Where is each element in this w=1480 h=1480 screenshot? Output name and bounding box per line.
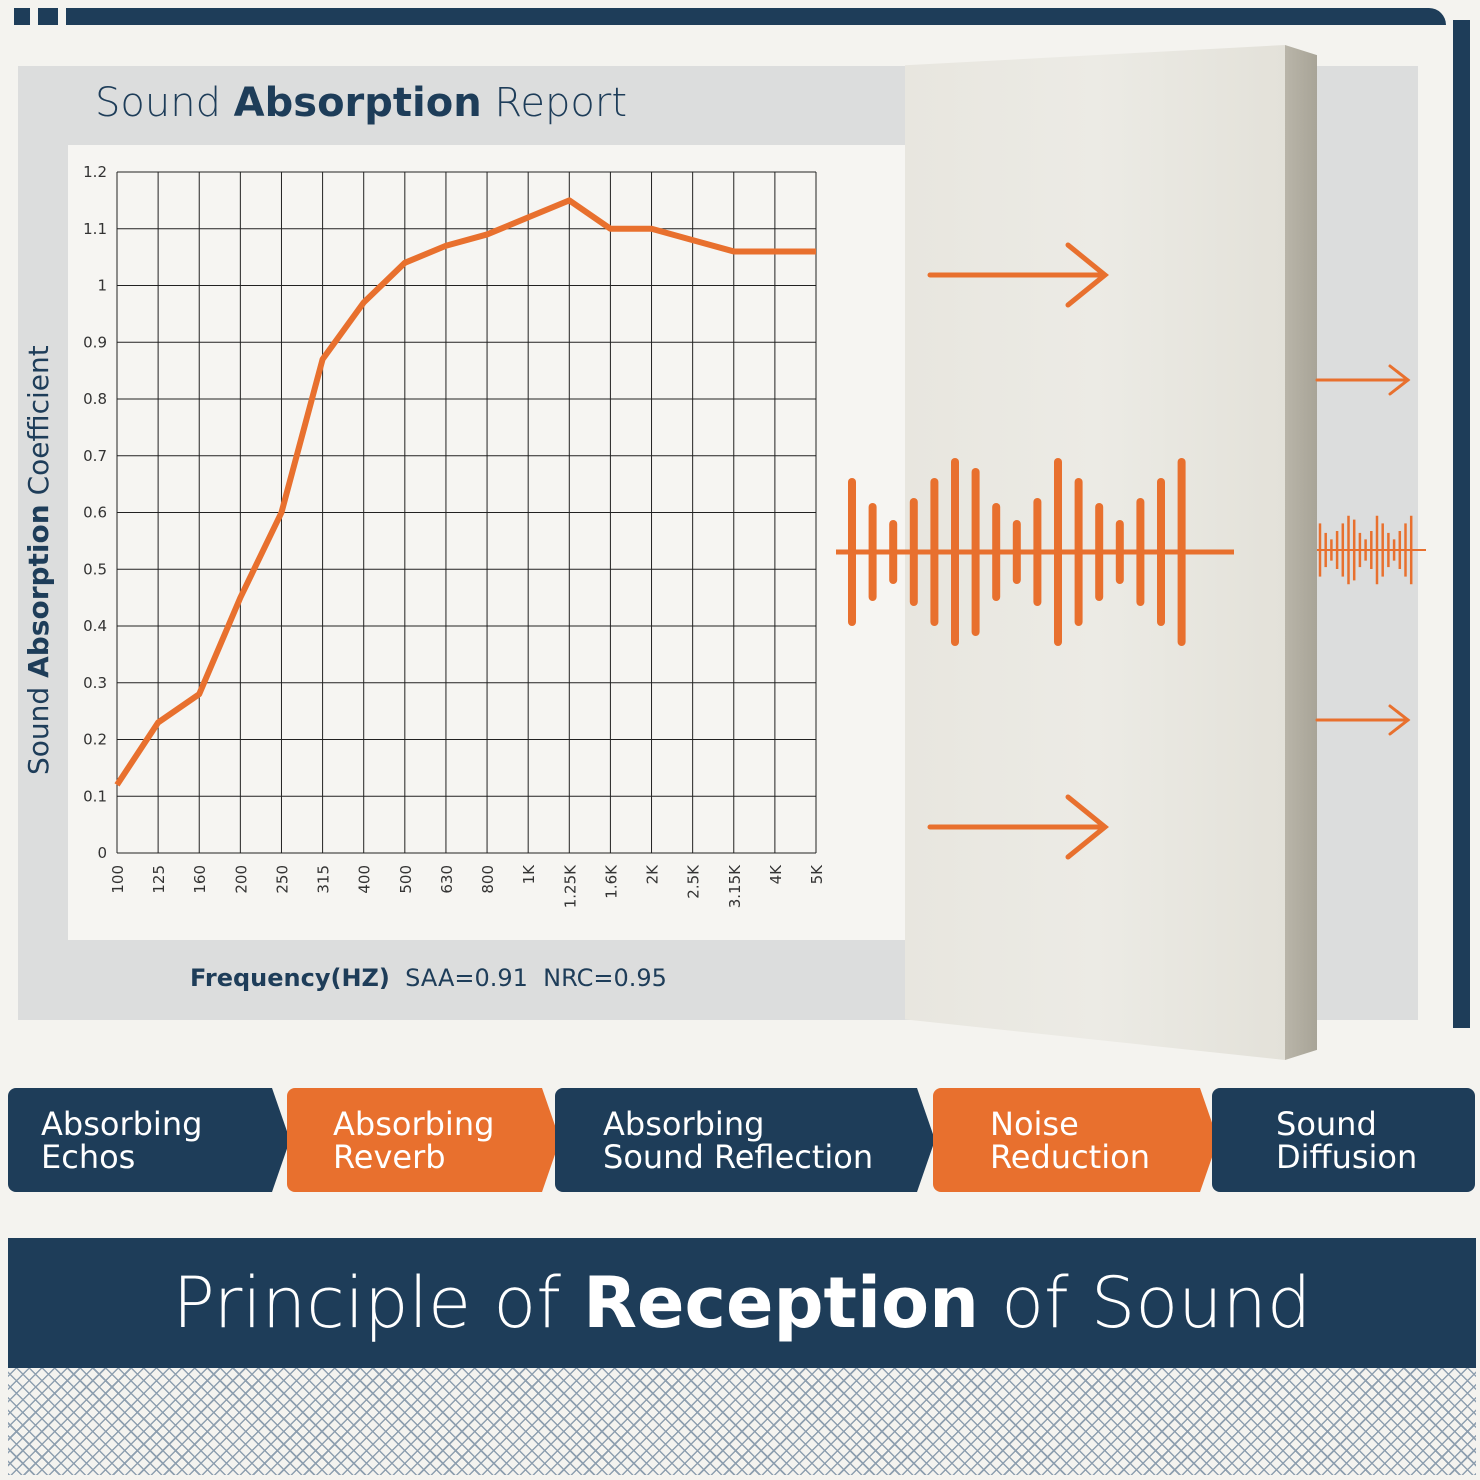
x-tick-label: 3.15K [726,864,744,908]
feature-line: Echos [41,1138,136,1176]
x-tick-label: 250 [273,865,291,894]
report-title: Sound Absorption Report [95,80,628,126]
y-tick-label: 1.1 [83,220,107,238]
y-tick-label: 0.2 [83,731,107,749]
y-tick-label: 0.8 [83,390,107,408]
frame-top [66,8,1446,25]
chart-footer: Frequency(HZ) SAA=0.91 NRC=0.95 [190,964,667,992]
x-tick-label: 2K [644,864,662,885]
feature-line: Absorbing [603,1105,765,1143]
x-tick-label: 630 [438,865,456,894]
acoustic-panel-edge [1285,45,1317,1060]
x-tick-label: 1.6K [602,864,620,899]
frame-decor [14,8,30,25]
y-tick-label: 0.5 [83,560,107,578]
frame-decor [38,8,58,25]
feature-line: Sound [1276,1105,1377,1143]
y-tick-label: 0.7 [83,447,107,465]
feature-line: Absorbing [41,1105,203,1143]
x-tick-label: 5K [808,864,826,885]
y-tick-label: 0.4 [83,617,107,635]
y-tick-label: 0.9 [83,333,107,351]
feature-diffusion: Sound Diffusion [1212,1088,1475,1192]
feature-line: Sound Reflection [603,1138,874,1176]
feature-line: Reverb [333,1138,446,1176]
feature-sound-reflection: Absorbing Sound Reflection [555,1088,935,1192]
x-tick-label: 1K [520,864,538,885]
feature-reduction: Noise Reduction [933,1088,1218,1192]
arrow-right-icon [1315,704,1411,736]
arrow-right-icon [927,242,1109,308]
y-tick-label: 0.6 [83,504,107,522]
arrow-right-icon [927,794,1109,860]
feature-echos: Absorbing Echos [8,1088,290,1192]
x-tick-label: 200 [232,865,250,894]
x-tick-label: 400 [356,865,374,894]
feature-line: Diffusion [1276,1138,1418,1176]
x-tick-label: 500 [397,865,415,894]
x-tick-label: 800 [479,865,497,894]
x-tick-label: 160 [191,865,209,894]
x-tick-label: 315 [315,865,333,894]
principle-banner: Principle of Reception of Sound [8,1238,1476,1368]
decorative-pattern [8,1368,1476,1475]
feature-line: Noise [990,1105,1079,1143]
feature-line: Absorbing [333,1105,495,1143]
frame-right [1453,20,1470,1028]
data-line [114,197,816,787]
sound-wave-icon [836,458,1426,646]
y-tick-label: 0.1 [83,787,107,805]
y-tick-label: 0 [97,844,107,862]
feature-line: Reduction [990,1138,1150,1176]
x-tick-label: 100 [109,865,127,894]
y-axis-label: Sound Absorption Coefficient [22,345,55,775]
x-tick-label: 4K [767,864,785,885]
y-tick-label: 1.2 [83,163,107,181]
feature-reverb: Absorbing Reverb [287,1088,560,1192]
absorption-chart: 0 0.1 0.2 0.3 0.4 0.5 0.6 0.7 0.8 0.9 1 1.1 1.2 100 12… [83,163,826,908]
y-tick-label: 1 [97,277,107,295]
sound-illustration [836,242,1426,860]
arrow-right-icon [1315,364,1411,396]
chart-area [68,145,905,940]
x-tick-label: 1.25K [561,864,579,908]
y-tick-label: 0.3 [83,674,107,692]
x-tick-label: 125 [150,865,168,894]
x-tick-label: 2.5K [685,864,703,899]
